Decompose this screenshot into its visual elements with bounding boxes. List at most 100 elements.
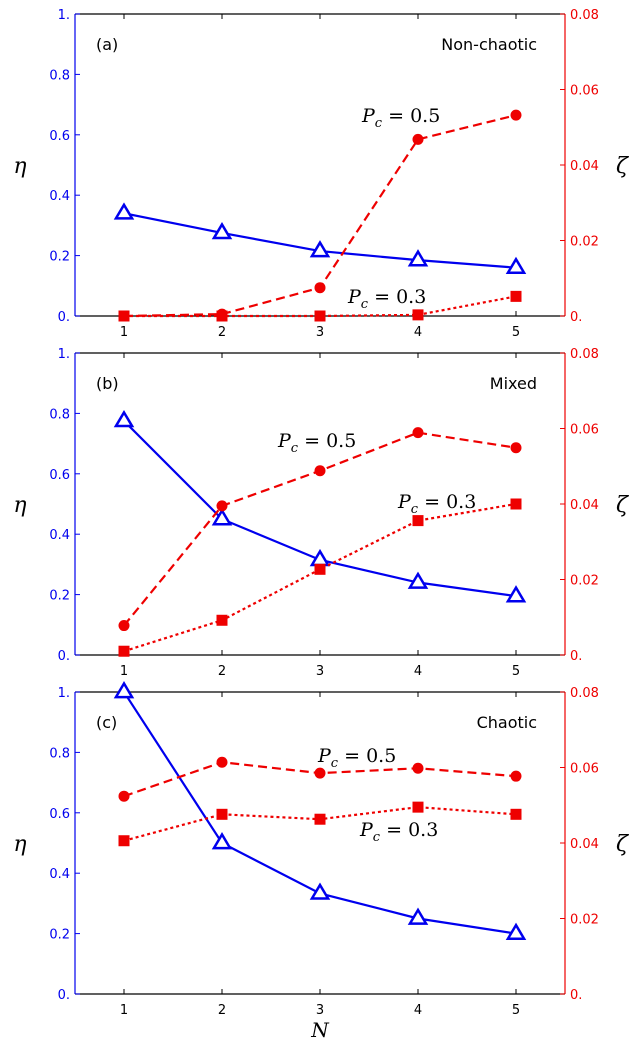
regime-label: Chaotic: [477, 713, 537, 732]
series-label: Pc = 0.3: [397, 491, 476, 517]
square-marker: [412, 515, 424, 527]
triangle-marker: [113, 681, 135, 699]
series-label-subscript: c: [375, 116, 383, 131]
series-label-value: = 0.3: [380, 819, 438, 841]
series-label-symbol: P: [317, 745, 332, 767]
right-tick-label: 0.06: [570, 423, 599, 438]
right-tick-label: 0.06: [570, 762, 599, 777]
left-tick-label: 0.8: [49, 407, 70, 422]
square-marker: [118, 645, 130, 657]
left-tick-label: 1.: [58, 686, 70, 701]
square-marker: [118, 310, 130, 322]
triangle-marker: [505, 585, 527, 603]
right-tick-label: 0.04: [570, 159, 599, 174]
y-left-label: η: [13, 493, 26, 518]
x-tick-label: 4: [414, 664, 422, 679]
left-tick-label: 0.2: [49, 589, 70, 604]
left-tick-label: 0.4: [49, 528, 70, 543]
square-marker: [314, 563, 326, 575]
right-tick-label: 0.08: [570, 686, 599, 701]
circle-marker: [314, 767, 326, 779]
series-label: Pc = 0.5: [317, 745, 396, 771]
square-marker: [510, 290, 522, 302]
left-tick-label: 0.: [58, 649, 70, 664]
x-tick-label: 2: [218, 325, 226, 340]
y-right-label: ζ: [616, 493, 630, 518]
circle-marker: [510, 109, 522, 121]
right-tick-label: 0.08: [570, 347, 599, 362]
panel-label: (b): [96, 374, 119, 393]
series-label-value: = 0.5: [338, 745, 396, 767]
left-tick-label: 0.6: [49, 129, 70, 144]
x-axis-label: N: [310, 1018, 330, 1042]
x-tick-label: 2: [218, 664, 226, 679]
circle-marker: [412, 427, 424, 439]
triangle-marker: [407, 571, 429, 589]
x-tick-label: 2: [218, 1003, 226, 1018]
left-tick-label: 0.: [58, 310, 70, 325]
regime-label: Non-chaotic: [441, 35, 537, 54]
left-tick-label: 0.2: [49, 928, 70, 943]
x-tick-label: 3: [316, 664, 324, 679]
series-label-subscript: c: [291, 441, 299, 456]
right-tick-label: 0.06: [570, 84, 599, 99]
triangle-marker: [505, 922, 527, 940]
panel-c: 0. 0.2 0.4 0.6 0.8 1. 0. 0.02 0.04 0.06 0.08 1 2 3 4 5 η…: [13, 681, 630, 1042]
series-label-subscript: c: [331, 756, 339, 771]
circle-marker: [118, 620, 130, 632]
series-label-symbol: P: [361, 105, 376, 127]
triangle-marker: [505, 256, 527, 275]
series-label: Pc = 0.5: [277, 430, 356, 456]
right-tick-label: 0.04: [570, 837, 599, 852]
series-label-subscript: c: [373, 830, 381, 845]
series-label-subscript: c: [361, 297, 369, 312]
regime-label: Mixed: [490, 374, 537, 393]
series-line-circle: [123, 761, 517, 798]
triangle-marker: [407, 249, 429, 267]
panel-label: (a): [96, 35, 118, 54]
left-tick-label: 0.4: [49, 189, 70, 204]
y-left-label: η: [13, 154, 26, 179]
right-tick-label: 0.04: [570, 498, 599, 513]
right-tick-label: 0.02: [570, 574, 599, 589]
right-tick-label: 0.02: [570, 235, 599, 250]
panel-label: (c): [96, 713, 117, 732]
series-label-value: = 0.5: [298, 430, 356, 452]
x-tick-label: 1: [120, 1003, 128, 1018]
square-marker: [412, 801, 424, 813]
circle-marker: [412, 133, 424, 145]
square-marker: [216, 808, 228, 820]
x-tick-label: 3: [316, 325, 324, 340]
circle-marker: [118, 790, 130, 802]
right-tick-label: 0.08: [570, 8, 599, 23]
right-tick-label: 0.: [570, 310, 582, 325]
triangle-marker: [211, 832, 233, 850]
left-tick-label: 0.4: [49, 867, 70, 882]
right-tick-label: 0.: [570, 988, 582, 1003]
triangle-marker: [309, 240, 331, 258]
square-marker: [510, 498, 522, 510]
left-tick-label: 0.6: [49, 468, 70, 483]
triangle-marker: [113, 202, 135, 220]
series-label-value: = 0.5: [382, 105, 440, 127]
triangle-marker: [407, 907, 429, 925]
series-label-value: = 0.3: [418, 491, 476, 513]
left-tick-label: 1.: [58, 8, 70, 23]
x-tick-label: 4: [414, 325, 422, 340]
left-tick-label: 0.8: [49, 68, 70, 83]
x-tick-label: 1: [120, 664, 128, 679]
circle-marker: [412, 762, 424, 774]
y-right-label: ζ: [616, 832, 630, 857]
y-right-label: ζ: [616, 154, 630, 179]
x-tick-label: 5: [512, 1003, 520, 1018]
series-line-circle: [123, 431, 517, 627]
square-marker: [314, 310, 326, 322]
right-tick-label: 0.02: [570, 913, 599, 928]
triangle-marker: [309, 882, 331, 900]
series-label-symbol: P: [347, 286, 362, 308]
x-tick-label: 4: [414, 1003, 422, 1018]
square-marker: [412, 309, 424, 321]
panel-b: 0. 0.2 0.4 0.6 0.8 1. 0. 0.02 0.04 0.06 0.08 1 2 3 4 5 η…: [13, 347, 630, 679]
right-tick-label: 0.: [570, 649, 582, 664]
